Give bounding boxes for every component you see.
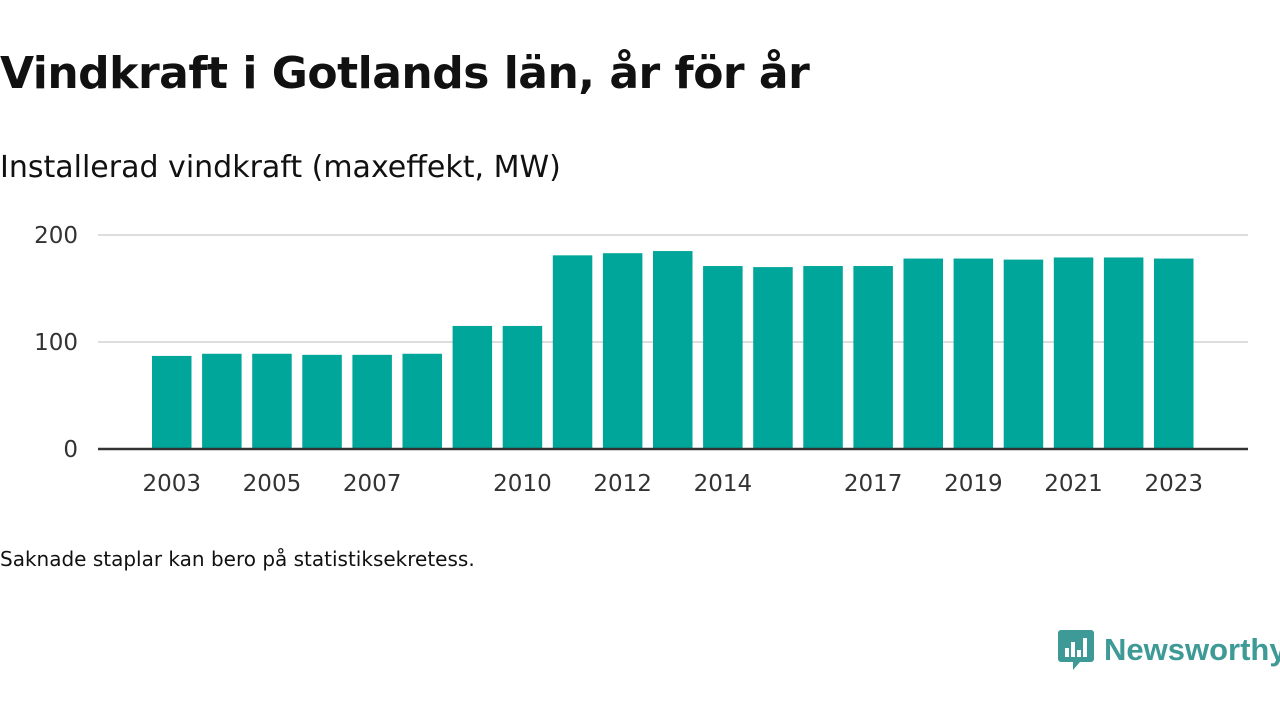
bar-chart: 0 100 200 2003 2005 2007 2010 2012 2014 2017 2019 2… [34,223,1248,497]
x-tick-label-2012: 2012 [593,471,652,497]
bar-2020 [1003,259,1044,449]
bar-2016 [803,266,843,449]
bars [152,251,1194,449]
x-tick-label-2014: 2014 [694,471,753,497]
x-tick-label-2021: 2021 [1044,471,1103,497]
bar-2019 [953,258,994,449]
x-tick-label-2007: 2007 [343,471,402,497]
x-tick-label-2005: 2005 [243,471,302,497]
newsworthy-logo-icon [1058,630,1094,670]
bar-2010 [502,325,543,449]
x-tick-label-2010: 2010 [493,471,552,497]
bar-2022 [1103,257,1144,449]
chart-title: Vindkraft i Gotlands län, år för år [0,48,810,99]
bar-2008 [402,353,442,449]
chart-subtitle: Installerad vindkraft (maxeffekt, MW) [0,150,561,185]
bar-2012 [602,253,643,449]
x-tick-label-2003: 2003 [142,471,201,497]
bar-2013 [653,251,693,449]
y-tick-label-200: 200 [34,223,78,249]
x-tick-label-2019: 2019 [944,471,1003,497]
y-tick-label-100: 100 [34,330,78,356]
x-tick-label-2023: 2023 [1144,471,1203,497]
bar-2007 [352,354,392,449]
bar-2003 [152,355,192,449]
bar-2005 [252,353,292,449]
bar-2011 [552,255,593,449]
bar-2004 [202,353,242,449]
bar-2014 [703,266,743,449]
bar-2021 [1053,257,1094,449]
bar-2018 [903,258,943,449]
bar-2023 [1154,258,1194,449]
newsworthy-brand: Newsworthy [1058,628,1280,672]
bar-2009 [452,325,493,449]
y-tick-label-0: 0 [63,437,78,463]
brand-name: Newsworthy [1104,632,1280,667]
footnote: Saknade staplar kan bero på statistiksek… [0,547,475,571]
bar-2015 [753,267,793,449]
bar-2017 [853,266,893,449]
x-tick-label-2017: 2017 [844,471,903,497]
bar-2006 [302,354,342,449]
axes: 0 100 200 2003 2005 2007 2010 2012 2014 2017 2019 2… [34,223,1248,497]
